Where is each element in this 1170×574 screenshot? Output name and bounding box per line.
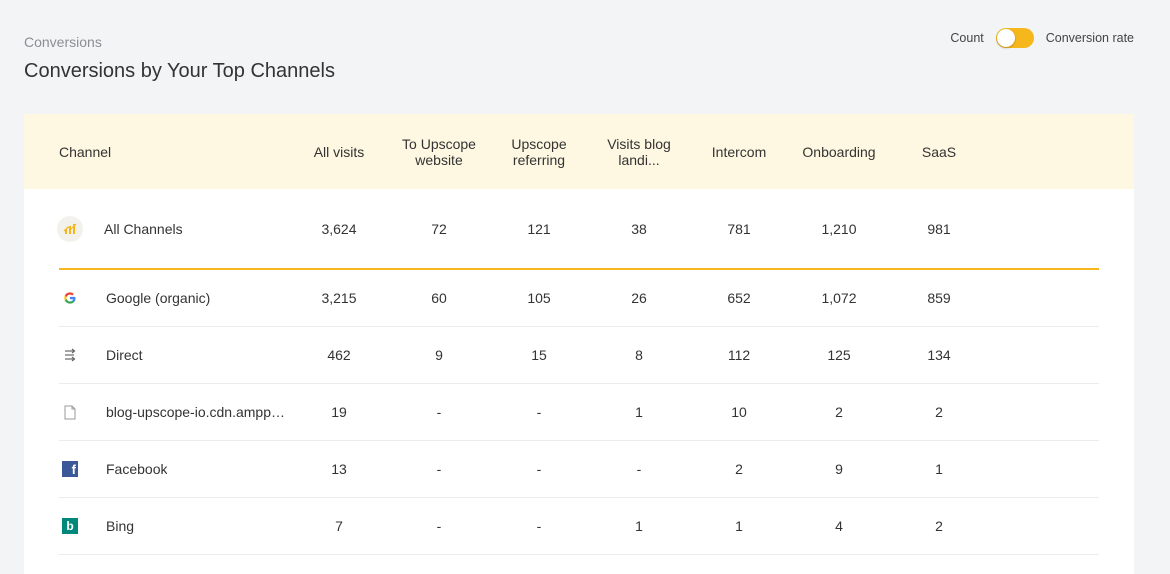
cell-upscope-referring: - <box>536 404 542 420</box>
cell-intercom: 1 <box>735 518 743 534</box>
cell-intercom: 10 <box>731 404 747 420</box>
table-row-all-channels[interactable]: All Channels 3,624 72 121 38 781 1,210 9… <box>57 189 1099 270</box>
cell-visits-blog-landing: 26 <box>631 290 647 306</box>
cell-visits-blog-landing: 1 <box>635 518 643 534</box>
cell-to-upscope-website: 72 <box>431 220 447 237</box>
cell-to-upscope-website: - <box>436 461 442 477</box>
column-header-channel[interactable]: Channel <box>59 143 112 160</box>
cell-all-visits: 3,215 <box>321 290 357 306</box>
table-row[interactable]: b Bing 7 - - 1 1 4 2 <box>59 498 1099 555</box>
table-row[interactable]: Direct 462 9 15 8 112 125 134 <box>59 327 1099 384</box>
column-header-saas[interactable]: SaaS <box>921 143 957 160</box>
cell-visits-blog-landing: - <box>636 461 642 477</box>
metric-toggle[interactable] <box>995 28 1034 48</box>
facebook-icon: f <box>59 458 81 480</box>
column-header-all-visits[interactable]: All visits <box>313 143 365 160</box>
channel-name: All Channels <box>104 220 183 237</box>
channel-name: Direct <box>106 347 143 363</box>
cell-upscope-referring: 121 <box>527 220 551 237</box>
cell-to-upscope-website: - <box>436 404 442 420</box>
page-subtitle: Conversions <box>24 34 102 50</box>
cell-upscope-referring: 105 <box>527 290 551 306</box>
bing-icon: b <box>59 515 81 537</box>
column-header-intercom[interactable]: Intercom <box>711 143 767 160</box>
cell-visits-blog-landing: 1 <box>635 404 643 420</box>
cell-saas: 2 <box>935 518 943 534</box>
google-icon <box>59 287 81 309</box>
cell-all-visits: 13 <box>331 461 347 477</box>
cell-all-visits: 19 <box>331 404 347 420</box>
cell-intercom: 112 <box>727 347 751 363</box>
cell-visits-blog-landing: 38 <box>631 220 647 237</box>
cell-to-upscope-website: - <box>436 518 442 534</box>
toggle-label-conversion-rate[interactable]: Conversion rate <box>1045 31 1134 45</box>
table-header: Channel All visits To Upscope website Up… <box>24 114 1134 189</box>
cell-upscope-referring: - <box>536 518 542 534</box>
cell-saas: 2 <box>935 404 943 420</box>
toggle-label-count[interactable]: Count <box>950 31 984 45</box>
cell-upscope-referring: 15 <box>531 347 547 363</box>
table-row[interactable]: blog-upscope-io.cdn.ampproject.org 19 - … <box>59 384 1099 441</box>
cell-visits-blog-landing: 8 <box>635 347 643 363</box>
cell-upscope-referring: - <box>536 461 542 477</box>
conversions-table: Channel All visits To Upscope website Up… <box>24 114 1134 574</box>
cell-saas: 134 <box>927 347 951 363</box>
channel-name: blog-upscope-io.cdn.ampproject.org <box>106 404 289 420</box>
toggle-knob[interactable] <box>996 29 1015 47</box>
column-header-onboarding[interactable]: Onboarding <box>802 143 876 160</box>
metric-toggle-group: Count Conversion rate <box>950 28 1134 48</box>
cell-onboarding: 2 <box>835 404 843 420</box>
cell-saas: 981 <box>927 220 951 237</box>
cell-intercom: 652 <box>727 290 751 306</box>
column-header-visits-blog-landing[interactable]: Visits blog landi... <box>607 135 671 168</box>
column-header-upscope-referring[interactable]: Upscope referring <box>511 135 567 168</box>
cell-all-visits: 7 <box>335 518 343 534</box>
column-header-to-upscope-website[interactable]: To Upscope website <box>402 135 476 168</box>
cell-onboarding: 4 <box>835 518 843 534</box>
cell-onboarding: 9 <box>835 461 843 477</box>
cell-to-upscope-website: 60 <box>431 290 447 306</box>
cell-saas: 859 <box>927 290 951 306</box>
cell-all-visits: 462 <box>327 347 351 363</box>
all-channels-icon <box>57 215 83 242</box>
document-icon <box>59 401 81 423</box>
cell-onboarding: 1,210 <box>821 220 857 237</box>
table-row[interactable]: Google (organic) 3,215 60 105 26 652 1,0… <box>59 270 1099 327</box>
table-row[interactable]: f Facebook 13 - - - 2 9 1 <box>59 441 1099 498</box>
channel-name: Google (organic) <box>106 290 211 306</box>
page-title: Conversions by Your Top Channels <box>24 60 335 82</box>
cell-intercom: 2 <box>735 461 743 477</box>
cell-saas: 1 <box>935 461 943 477</box>
cell-intercom: 781 <box>727 220 751 237</box>
channel-name: Bing <box>106 518 135 534</box>
channel-name: Facebook <box>106 461 168 477</box>
cell-all-visits: 3,624 <box>321 220 357 237</box>
cell-onboarding: 1,072 <box>821 290 857 306</box>
cell-onboarding: 125 <box>827 347 851 363</box>
direct-icon <box>59 344 81 366</box>
cell-to-upscope-website: 9 <box>435 347 443 363</box>
